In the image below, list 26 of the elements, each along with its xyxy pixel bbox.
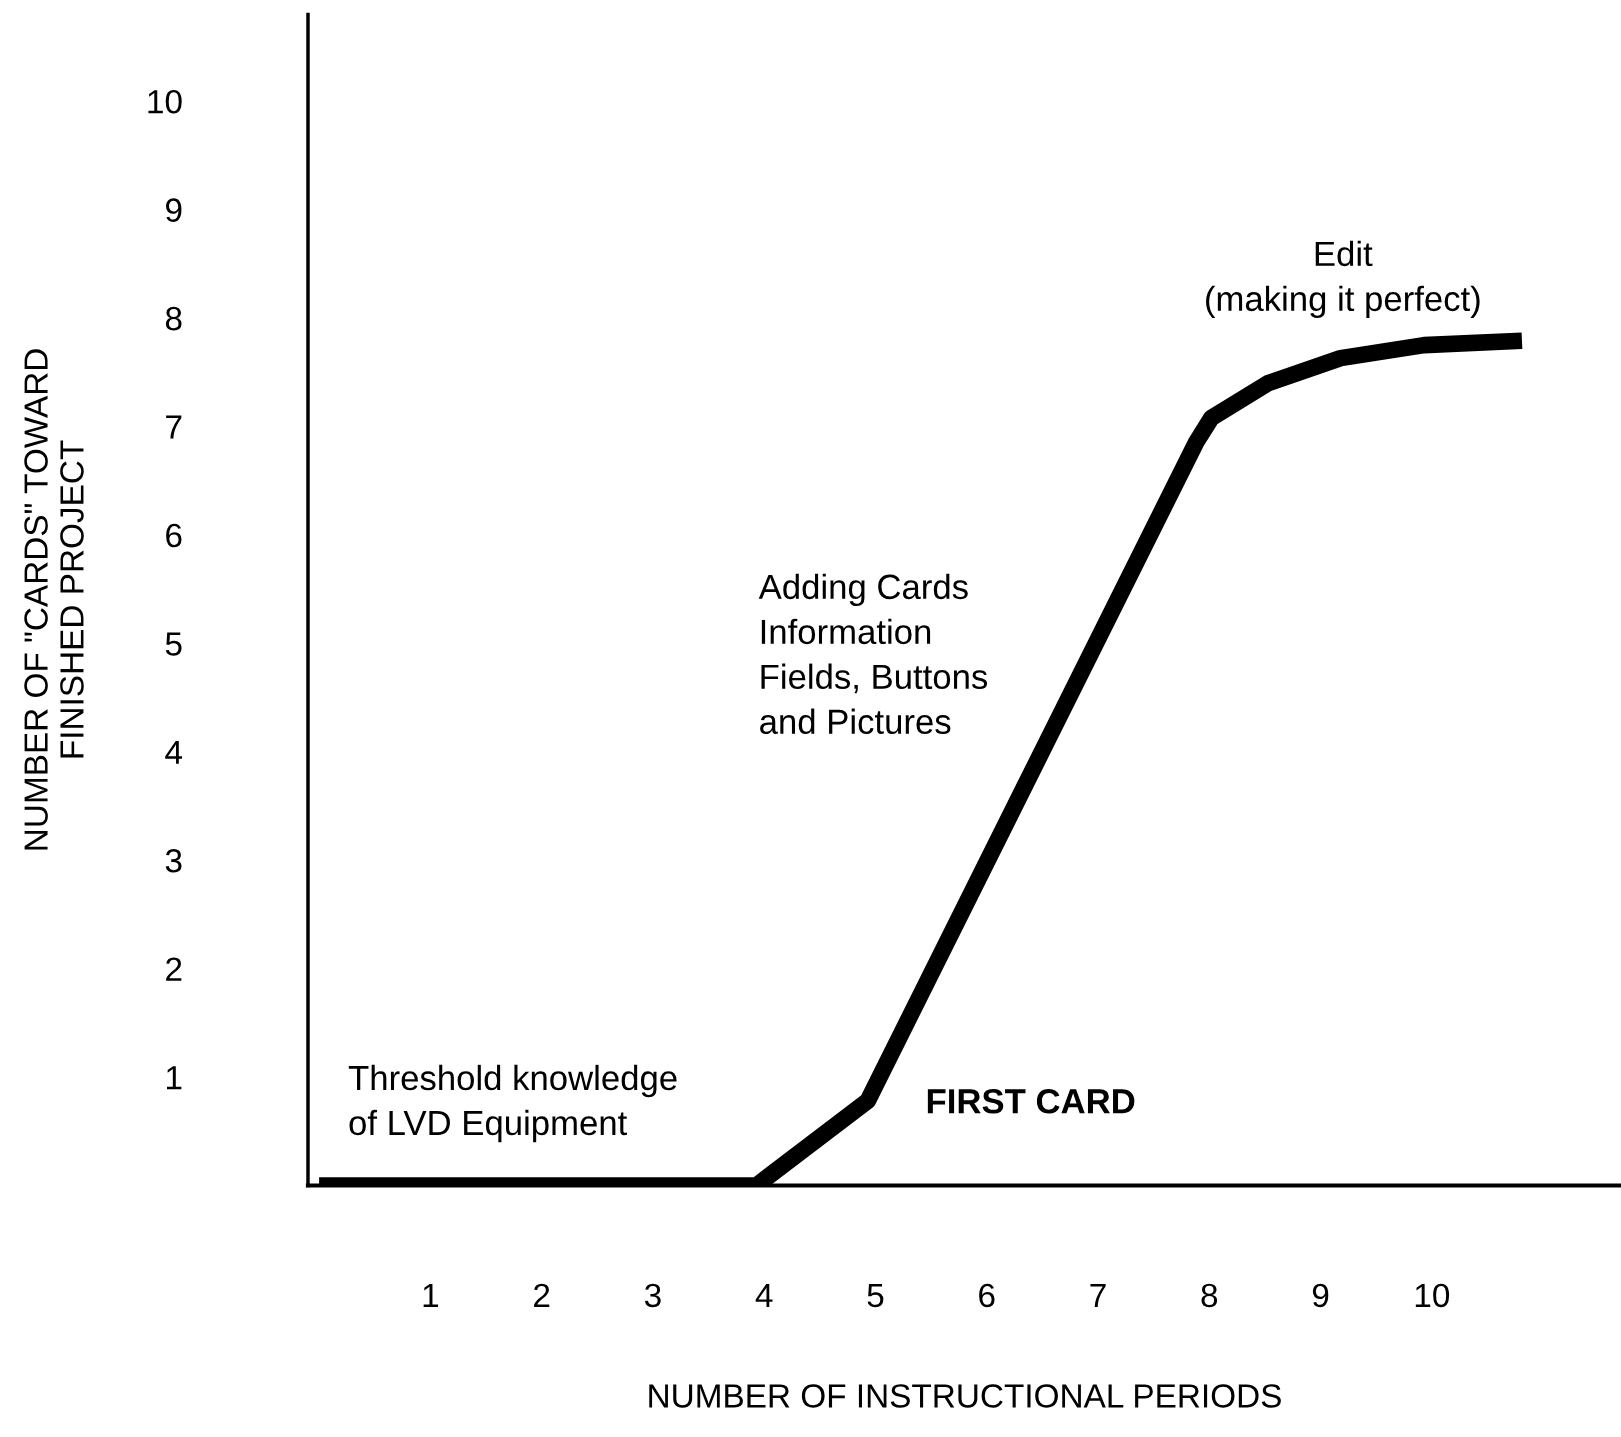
annotation: FIRST CARD (927, 1089, 1135, 1114)
x-axis-title: NUMBER OF INSTRUCTIONAL PERIODS (649, 1384, 1281, 1408)
y-tick-label: 8 (165, 306, 182, 331)
x-tick-label: 8 (1201, 1283, 1218, 1308)
y-axis-title: NUMBER OF "CARDS" TOWARD FINISHED PROJECT (24, 349, 84, 850)
y-tick-label: 4 (165, 740, 183, 764)
x-tick-label: 6 (979, 1283, 995, 1308)
x-tick-label: 10 (1415, 1283, 1450, 1308)
y-tick-label: 1 (167, 1066, 182, 1090)
annotation: Edit (making it perfect) (1206, 240, 1480, 318)
annotation: Adding Cards Information Fields, Buttons and Pictures (758, 573, 988, 735)
annotation: Threshold knowledge of LVD Equipment (348, 1064, 677, 1143)
y-tick-label: 5 (165, 632, 182, 656)
y-tick-label: 9 (166, 198, 182, 222)
y-tick-label: 7 (166, 415, 182, 439)
x-tick-label: 3 (644, 1283, 661, 1308)
y-tick-label: 2 (166, 957, 182, 981)
y-tick-label: 10 (148, 89, 182, 114)
x-tick-label: 9 (1312, 1283, 1329, 1308)
y-tick-label: 3 (165, 849, 182, 873)
x-tick-label: 5 (867, 1283, 884, 1308)
x-tick-label: 1 (423, 1283, 439, 1307)
x-tick-label: 2 (534, 1283, 550, 1307)
y-tick-label: 6 (166, 523, 182, 548)
x-tick-label: 4 (755, 1283, 773, 1307)
x-tick-label: 7 (1090, 1283, 1106, 1307)
